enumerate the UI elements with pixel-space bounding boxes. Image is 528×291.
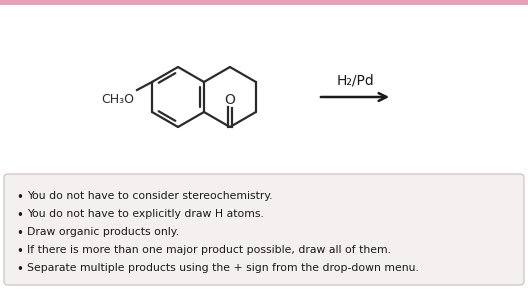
- Text: •: •: [16, 209, 23, 222]
- Text: You do not have to consider stereochemistry.: You do not have to consider stereochemis…: [27, 191, 272, 201]
- Text: •: •: [16, 227, 23, 240]
- Text: H₂/Pd: H₂/Pd: [336, 73, 374, 87]
- Text: CH₃O: CH₃O: [101, 93, 134, 106]
- Text: •: •: [16, 191, 23, 204]
- Text: Draw organic products only.: Draw organic products only.: [27, 227, 179, 237]
- Text: Separate multiple products using the + sign from the drop-down menu.: Separate multiple products using the + s…: [27, 263, 419, 273]
- Text: •: •: [16, 263, 23, 276]
- FancyBboxPatch shape: [4, 174, 524, 285]
- Text: O: O: [224, 93, 235, 107]
- Bar: [0, 0, 528, 5]
- Text: •: •: [16, 245, 23, 258]
- Text: You do not have to explicitly draw H atoms.: You do not have to explicitly draw H ato…: [27, 209, 264, 219]
- Text: If there is more than one major product possible, draw all of them.: If there is more than one major product …: [27, 245, 391, 255]
